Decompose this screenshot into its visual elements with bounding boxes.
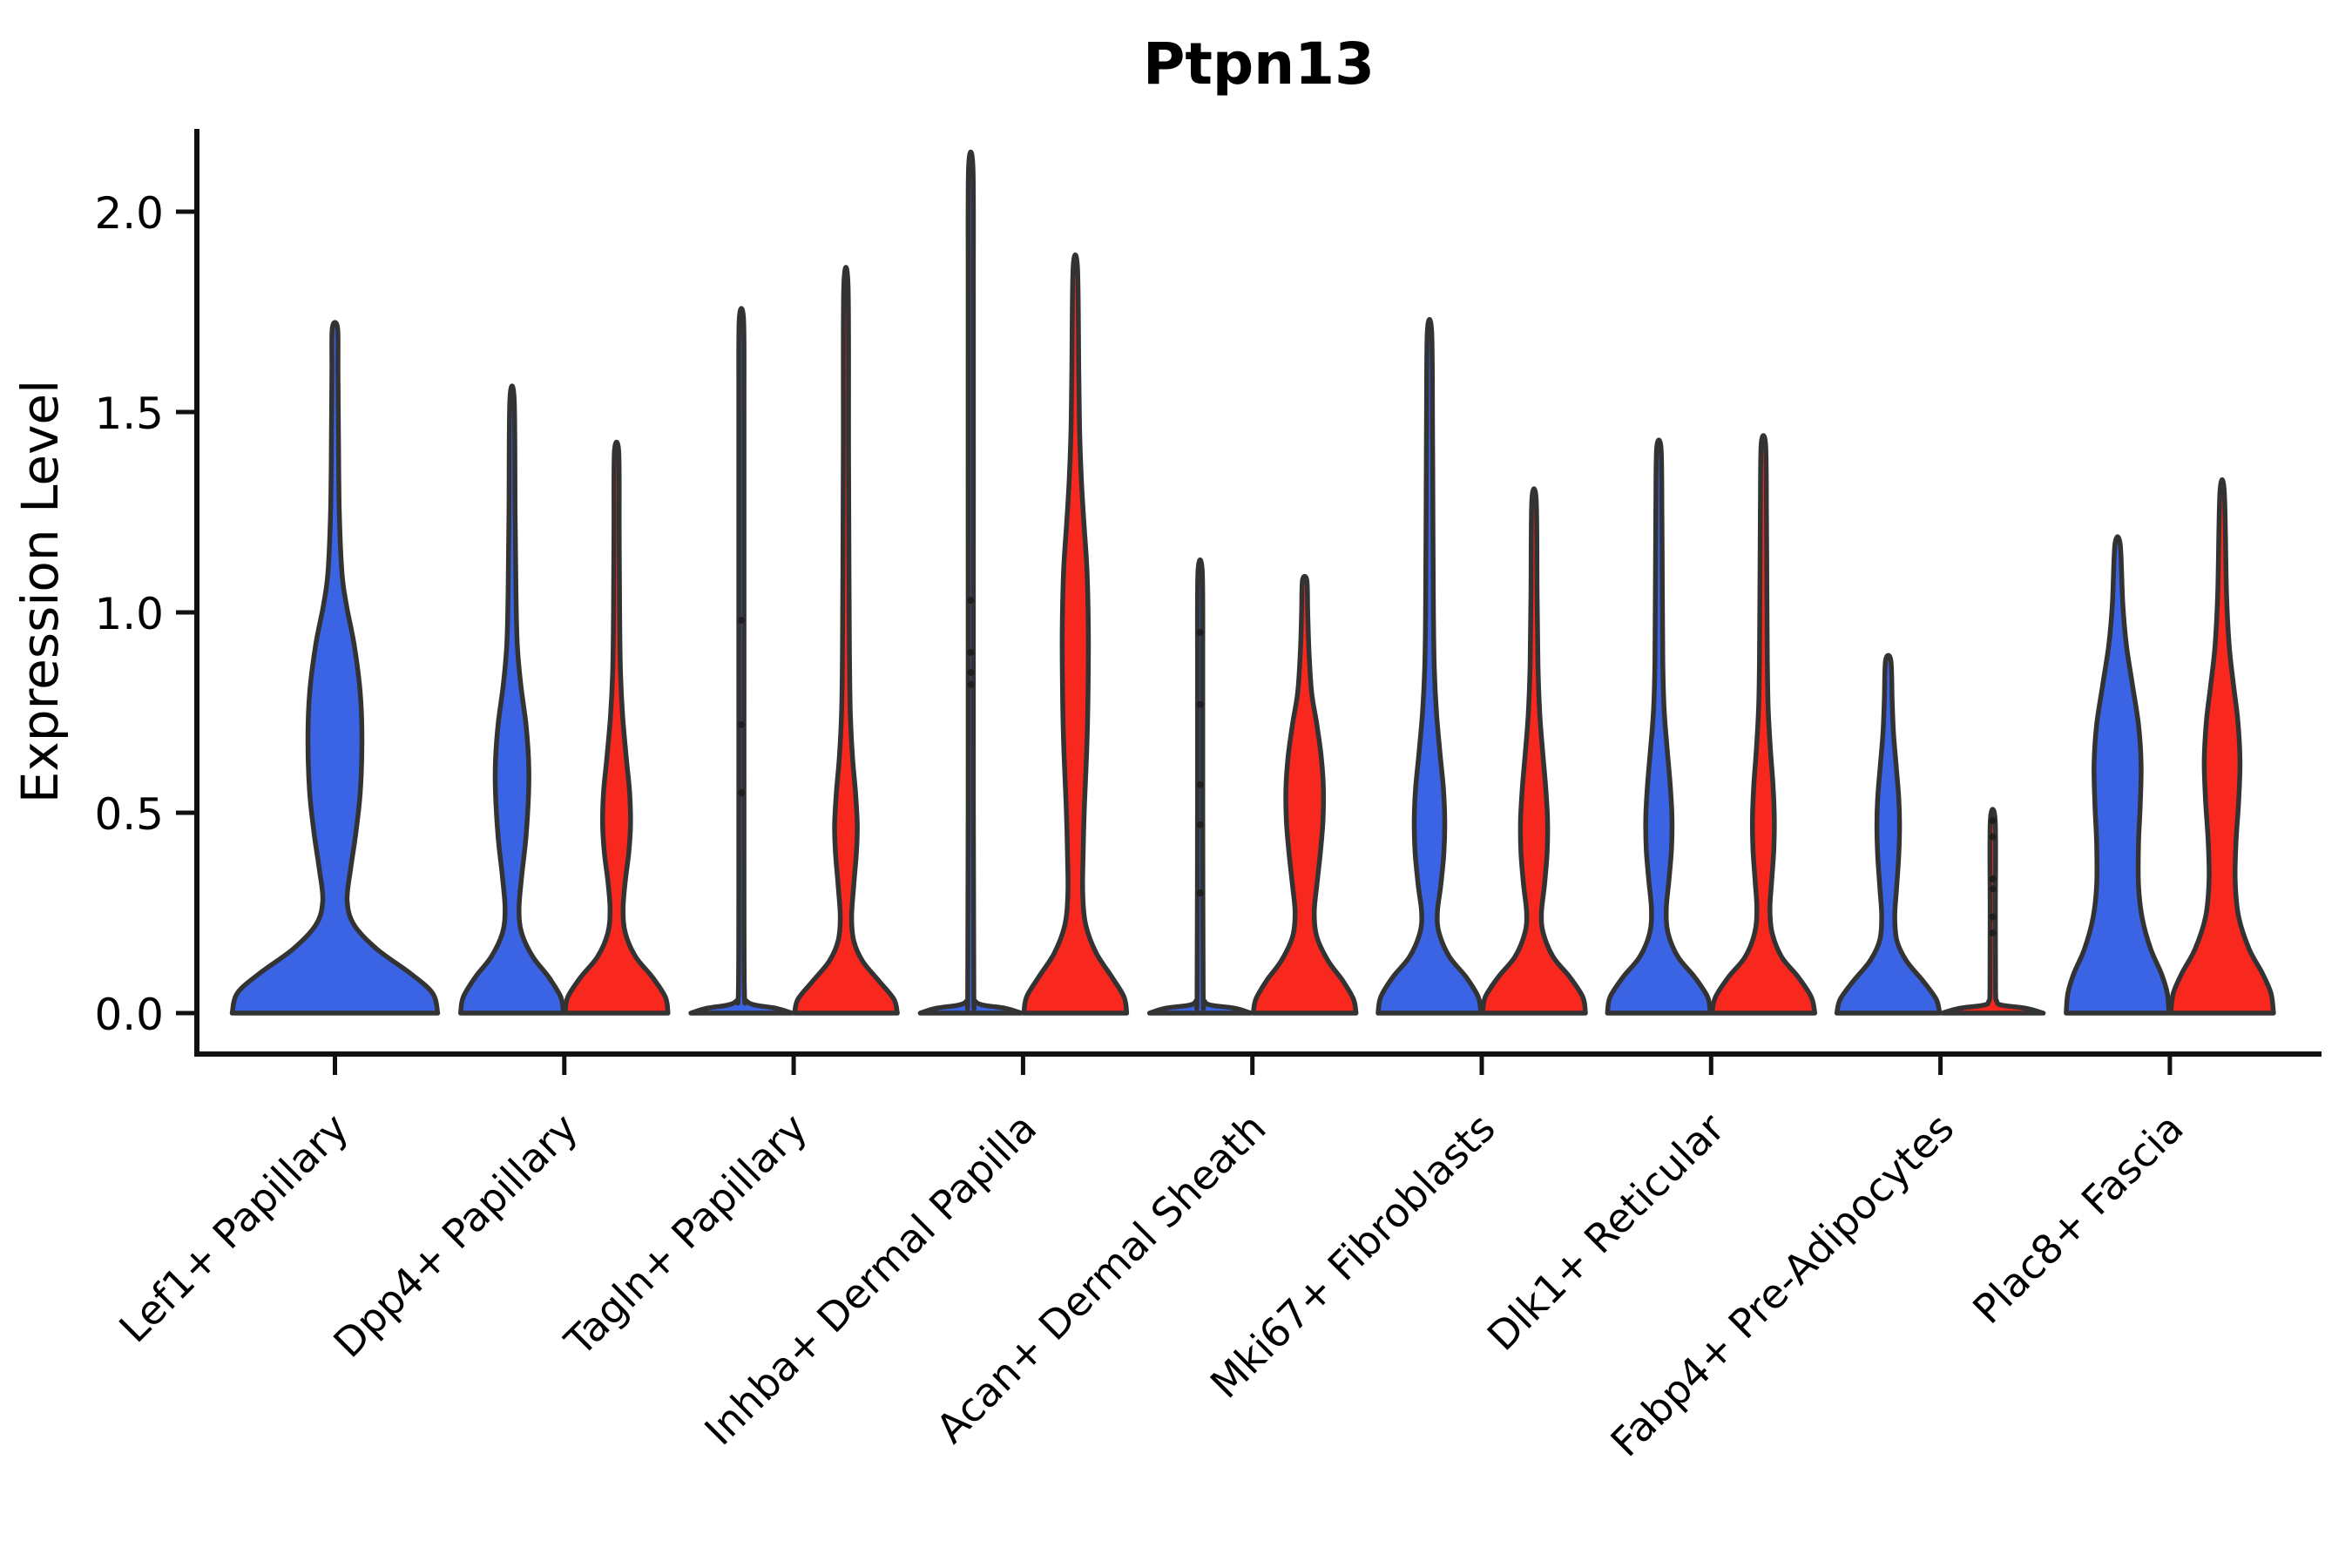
violin-blue xyxy=(1834,652,1943,1016)
violin-blue xyxy=(688,306,794,1016)
y-tick-label: 1.5 xyxy=(94,389,164,439)
violin-red xyxy=(1021,252,1130,1016)
violin-red xyxy=(1480,486,1588,1016)
x-tick-label: Lef1+ Papillary xyxy=(110,1105,357,1352)
data-point xyxy=(1989,817,1997,825)
violin-red xyxy=(792,265,900,1016)
y-tick-label: 0.0 xyxy=(94,990,164,1040)
data-point xyxy=(967,680,975,688)
data-point xyxy=(967,669,975,676)
violin-blue xyxy=(458,383,566,1016)
data-point xyxy=(1196,700,1204,708)
data-point xyxy=(1989,885,1997,893)
violin-blue xyxy=(917,149,1024,1016)
data-point xyxy=(1196,781,1204,788)
x-tick-label: Tagln+ Papillary xyxy=(555,1105,816,1366)
violin-blue xyxy=(229,320,441,1016)
y-axis-label: Expression Level xyxy=(10,380,70,803)
data-point xyxy=(1196,889,1204,896)
violins xyxy=(229,149,2276,1016)
y-axis-ticks: 0.0 0.5 1.0 1.5 2.0 xyxy=(94,188,197,1040)
data-point xyxy=(967,597,975,605)
violin-red xyxy=(1939,807,2046,1016)
data-point xyxy=(738,789,746,796)
chart-title: Ptpn13 xyxy=(1143,30,1375,98)
violin-blue xyxy=(1605,437,1713,1016)
data-point xyxy=(1989,929,1997,936)
data-point xyxy=(738,617,746,625)
violin-red xyxy=(1250,573,1359,1016)
y-tick-label: 1.0 xyxy=(94,589,164,639)
x-tick-label: Plac8+ Fascia xyxy=(1963,1105,2192,1333)
data-point xyxy=(1989,833,1997,841)
violin-red xyxy=(563,439,671,1016)
data-point xyxy=(967,649,975,656)
data-point xyxy=(738,720,746,728)
data-point xyxy=(1989,875,1997,882)
violin-blue xyxy=(2064,534,2172,1016)
x-tick-label: Dpp4+ Papillary xyxy=(324,1105,586,1367)
data-point xyxy=(1196,821,1204,828)
violin-blue xyxy=(1375,316,1484,1016)
data-point xyxy=(1196,629,1204,636)
y-tick-label: 2.0 xyxy=(94,188,164,239)
axes-spines xyxy=(194,129,2322,1057)
violin-red xyxy=(1709,433,1818,1016)
x-tick-label: Dlk1+ Reticular xyxy=(1478,1105,1734,1360)
data-point xyxy=(1989,913,1997,921)
violin-red xyxy=(2168,476,2276,1016)
axis-spine xyxy=(194,129,2322,1057)
y-tick-label: 0.5 xyxy=(94,789,164,840)
